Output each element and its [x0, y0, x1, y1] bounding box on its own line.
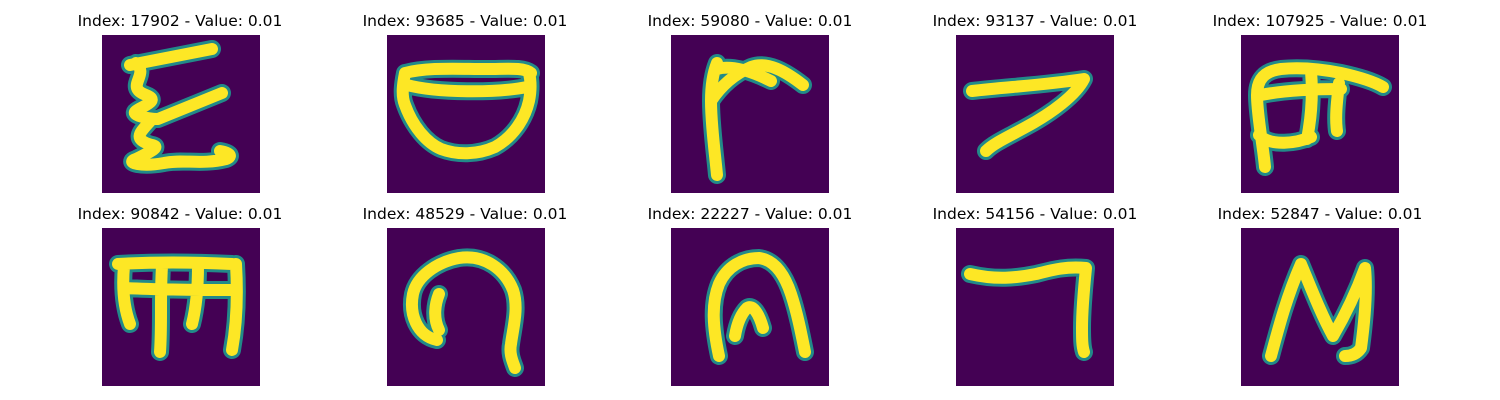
glyph-image [671, 228, 829, 386]
glyph-image [1241, 228, 1399, 386]
panel-title: Index: 59080 - Value: 0.01 [647, 12, 853, 30]
glyph-image [387, 35, 545, 193]
panel-title: Index: 93137 - Value: 0.01 [932, 12, 1138, 30]
panel-title: Index: 90842 - Value: 0.01 [77, 205, 283, 223]
glyph-image [102, 228, 260, 386]
glyph-image [956, 35, 1114, 193]
glyph-image [956, 228, 1114, 386]
panel-title: Index: 93685 - Value: 0.01 [362, 12, 568, 30]
glyph-image [671, 35, 829, 193]
glyph-image [387, 228, 545, 386]
glyph-image [1241, 35, 1399, 193]
panel-title: Index: 48529 - Value: 0.01 [362, 205, 568, 223]
panel-title: Index: 54156 - Value: 0.01 [932, 205, 1138, 223]
panel-title: Index: 22227 - Value: 0.01 [647, 205, 853, 223]
panel-title: Index: 107925 - Value: 0.01 [1212, 12, 1428, 30]
panel-title: Index: 17902 - Value: 0.01 [77, 12, 283, 30]
panel-title: Index: 52847 - Value: 0.01 [1217, 205, 1423, 223]
glyph-image [102, 35, 260, 193]
